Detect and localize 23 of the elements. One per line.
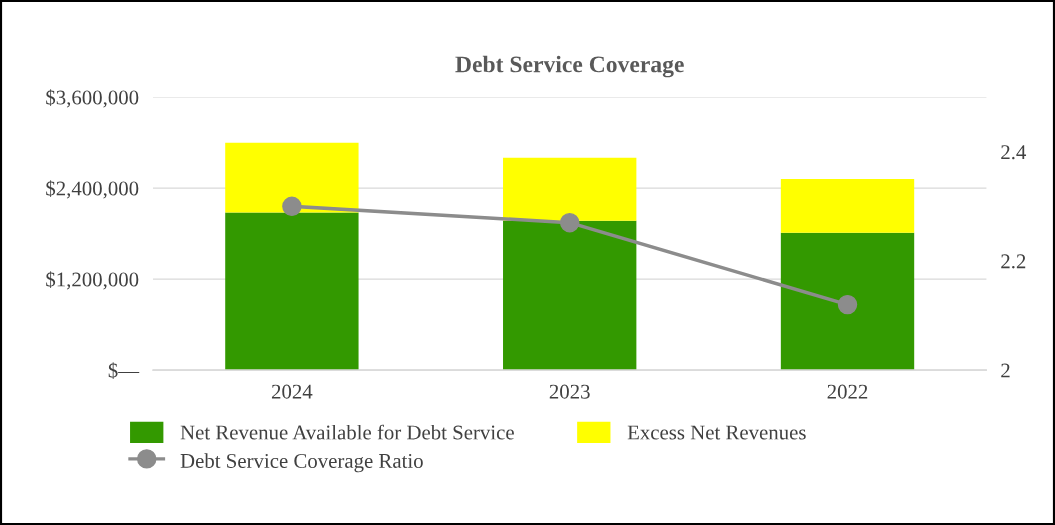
bar: [225, 212, 359, 371]
legend-label: Net Revenue Available for Debt Service: [180, 424, 514, 440]
point: [559, 212, 580, 233]
bar: [503, 157, 637, 221]
point: [837, 294, 858, 315]
y-tick-label: $1,200,000: [46, 271, 139, 290]
point: [282, 196, 302, 217]
bar: [780, 232, 915, 371]
legend-label: Excess Net Revenues: [627, 425, 806, 440]
bar: [780, 179, 915, 233]
x-tick-label: 2022: [827, 384, 868, 399]
y2-tick-label: 2: [1001, 363, 1010, 378]
y2-tick-label: 2.2: [1001, 254, 1026, 269]
y-tick-label: $3,600,000: [46, 89, 139, 108]
y2-tick-label: 2.4: [1001, 145, 1027, 160]
bar: [225, 142, 359, 213]
bar: [503, 220, 637, 371]
y-tick-label: $2,400,000: [46, 180, 139, 199]
x-tick-label: 2024: [271, 384, 313, 399]
legend-label: Debt Service Coverage Ratio: [180, 453, 423, 473]
y-tick-label: $—: [108, 362, 140, 379]
chart-title: Debt Service Coverage: [455, 55, 684, 78]
x-tick-label: 2023: [549, 384, 590, 399]
